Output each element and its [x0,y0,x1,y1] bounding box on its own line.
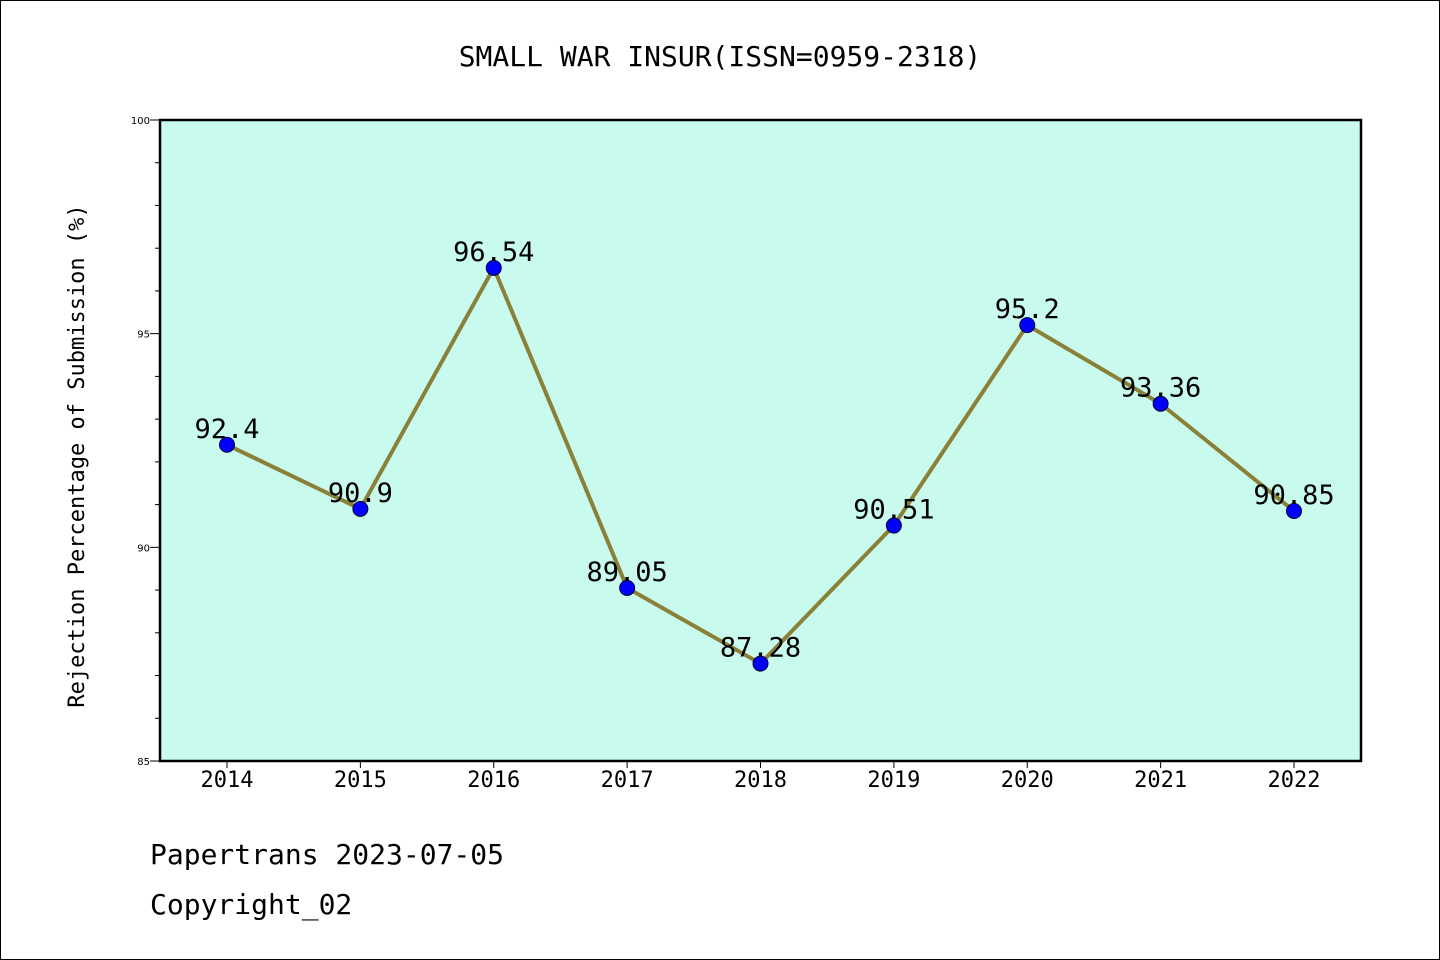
data-label: 90.85 [1253,480,1334,511]
data-point [885,517,902,534]
data-point [352,500,369,517]
plot-border [158,118,1363,763]
data-point [1286,503,1302,520]
data-point [752,655,769,672]
data-point [485,259,502,276]
data-label: 90.51 [853,495,934,526]
data-point [619,579,636,596]
data-point [1152,395,1169,412]
data-label: 90.9 [328,478,393,509]
y-tick-label: 100 [131,116,150,127]
chart-title: SMALL WAR INSUR(ISSN=0959-2318) [459,40,982,73]
data-point [219,436,235,453]
x-axis: 2014 2015 2016 2017 2018 2019 2020 2021 2022 [201,761,1321,793]
x-tick-label: 2016 [467,768,520,793]
x-tick-label: 2015 [334,768,387,793]
x-tick-label: 2021 [1134,768,1187,793]
y-axis-label: Rejection Percentage of Submission (%) [65,204,90,707]
data-label: 93.36 [1120,373,1201,404]
x-tick-label: 2020 [1001,768,1054,793]
series-line-group [219,259,1302,672]
x-tick-label: 2018 [734,768,787,793]
data-label: 92.4 [194,414,259,445]
plot-area [160,120,1361,761]
y-tick-label: 85 [137,757,150,768]
data-label: 87.28 [720,633,801,664]
data-point [1019,317,1036,334]
data-label: 95.2 [995,294,1060,325]
footer-line-1: Papertrans 2023-07-05 [150,838,504,871]
data-label: 96.54 [453,237,534,268]
x-tick-label: 2014 [201,768,254,793]
footer-line-2: Copyright_02 [150,888,352,922]
data-labels: 92.4 90.9 96.54 89.05 87.28 90.51 95.2 93.36 90.… [194,237,1334,664]
data-label: 89.05 [586,557,667,588]
x-tick-label: 2022 [1268,768,1321,793]
y-tick-label: 95 [137,330,150,341]
y-axis: 85 90 95 100 [131,116,160,768]
x-tick-label: 2017 [601,768,654,793]
x-tick-label: 2019 [867,768,920,793]
y-tick-label: 90 [137,543,150,554]
